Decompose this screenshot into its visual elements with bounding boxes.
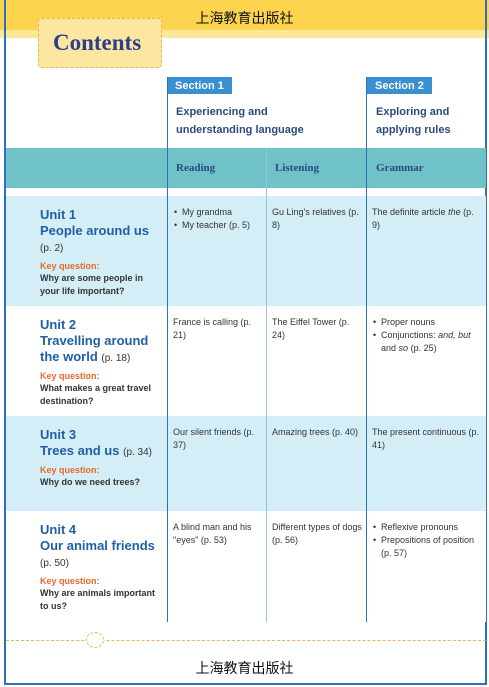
text-part: the — [448, 207, 461, 217]
key-question-label: Key question: — [40, 465, 100, 475]
unit-info: Unit 1 People around us (p. 2) Key questio… — [40, 207, 162, 298]
unit-number: Unit 3 — [40, 427, 77, 442]
top-band-shade — [0, 30, 489, 38]
unit-title: Our animal friends — [40, 538, 155, 553]
text-part: Conjunctions: — [381, 330, 436, 340]
unit-info: Unit 4 Our animal friends (p. 50) Key ques… — [40, 522, 162, 613]
bullet-item: Proper nouns — [373, 316, 480, 329]
unit-page: (p. 18) — [101, 353, 131, 364]
unit-row — [6, 416, 486, 511]
cell: Amazing trees (p. 40) — [272, 426, 362, 439]
cell: My grandmaMy teacher (p. 5) — [173, 206, 261, 232]
dashed-circle — [86, 632, 104, 648]
section-tab: Section 2 — [367, 77, 432, 94]
unit-number: Unit 1 — [40, 207, 77, 222]
text-part: but — [458, 330, 471, 340]
text-part: The present continuous (p. 41) — [372, 427, 480, 450]
column-header-band — [6, 148, 486, 188]
section-subtitle: Experiencing and understanding language — [176, 106, 304, 136]
text-part: Different types of dogs (p. 56) — [272, 522, 362, 545]
section-tab: Section 1 — [167, 77, 232, 94]
text-part: France is calling (p. 21) — [173, 317, 252, 340]
unit-name: Trees and us (p. 34) — [40, 443, 162, 461]
bullet-item: Prepositions of position (p. 57) — [373, 534, 480, 560]
text-part: A blind man and his "eyes" (p. 53) — [173, 522, 252, 545]
column-divider — [167, 77, 168, 622]
unit-page: (p. 50) — [40, 558, 69, 569]
unit-page: (p. 34) — [123, 447, 153, 458]
column-divider — [366, 77, 367, 622]
column-divider — [266, 148, 267, 622]
unit-name: Travelling around the world (p. 18) — [40, 333, 162, 367]
bullet-item: Reflexive pronouns — [373, 521, 480, 534]
section-subtitle: Exploring and applying rules — [376, 106, 451, 136]
text-part: Gu Ling's relatives (p. 8) — [272, 207, 359, 230]
unit-name: Our animal friends (p. 50) — [40, 538, 162, 572]
bullet-item: My grandma — [174, 206, 261, 219]
bullet-list: Proper nounsConjunctions: and, but and s… — [372, 316, 480, 355]
unit-title: Travelling around the world — [40, 333, 149, 364]
text-part: The Eiffel Tower (p. 24) — [272, 317, 350, 340]
unit-number: Unit 2 — [40, 317, 77, 332]
bullet-item: Conjunctions: and, but and so (p. 25) — [373, 329, 480, 355]
cell: France is calling (p. 21) — [173, 316, 261, 342]
column-header: Reading — [176, 162, 216, 174]
key-question-label: Key question: — [40, 261, 100, 271]
text-part: The definite article — [372, 207, 446, 217]
bullet-item: My teacher (p. 5) — [174, 219, 261, 232]
unit-name: People around us (p. 2) — [40, 223, 162, 257]
title-tab — [38, 18, 162, 68]
column-header: Grammar — [376, 162, 424, 174]
key-question: Why do we need trees? — [40, 477, 141, 487]
unit-info: Unit 2 Travelling around the world (p. 18… — [40, 317, 162, 408]
cell: Reflexive pronounsPrepositions of positi… — [372, 521, 480, 560]
cell: The Eiffel Tower (p. 24) — [272, 316, 362, 342]
cell: Our silent friends (p. 37) — [173, 426, 261, 452]
key-question: What makes a great travel destination? — [40, 383, 152, 406]
title: Contents — [53, 30, 142, 55]
unit-number: Unit 4 — [40, 522, 77, 537]
cell: The present continuous (p. 41) — [372, 426, 480, 452]
unit-page: (p. 2) — [40, 243, 64, 254]
bullet-list: My grandmaMy teacher (p. 5) — [173, 206, 261, 232]
column-header: Listening — [275, 162, 320, 174]
text-part: and, — [438, 330, 456, 340]
bottom-dashed-line — [6, 640, 486, 641]
cell: Gu Ling's relatives (p. 8) — [272, 206, 362, 232]
text-part: and — [381, 343, 397, 353]
cell: The definite article the (p. 9) — [372, 206, 480, 232]
text-part: Our silent friends (p. 37) — [173, 427, 255, 450]
page-border — [4, 0, 487, 685]
cell: Proper nounsConjunctions: and, but and s… — [372, 316, 480, 355]
key-question-label: Key question: — [40, 576, 100, 586]
text-part: so — [398, 343, 409, 353]
unit-info: Unit 3 Trees and us (p. 34) Key question: W… — [40, 427, 162, 489]
publisher: 上海教育出版社 — [195, 11, 294, 27]
publisher: 上海教育出版社 — [195, 661, 294, 677]
key-question-label: Key question: — [40, 371, 100, 381]
key-question: Why are some people in your life importa… — [40, 273, 144, 296]
unit-title: Trees and us — [40, 443, 120, 458]
text-part: Amazing trees (p. 40) — [272, 427, 359, 437]
cell: A blind man and his "eyes" (p. 53) — [173, 521, 261, 547]
bullet-list: Reflexive pronounsPrepositions of positi… — [372, 521, 480, 560]
unit-title: People around us — [40, 223, 150, 238]
text-part: (p. 25) — [410, 343, 437, 353]
key-question: Why are animals important to us? — [40, 588, 156, 611]
text-part: (p. 9) — [372, 207, 474, 230]
cell: Different types of dogs (p. 56) — [272, 521, 362, 547]
